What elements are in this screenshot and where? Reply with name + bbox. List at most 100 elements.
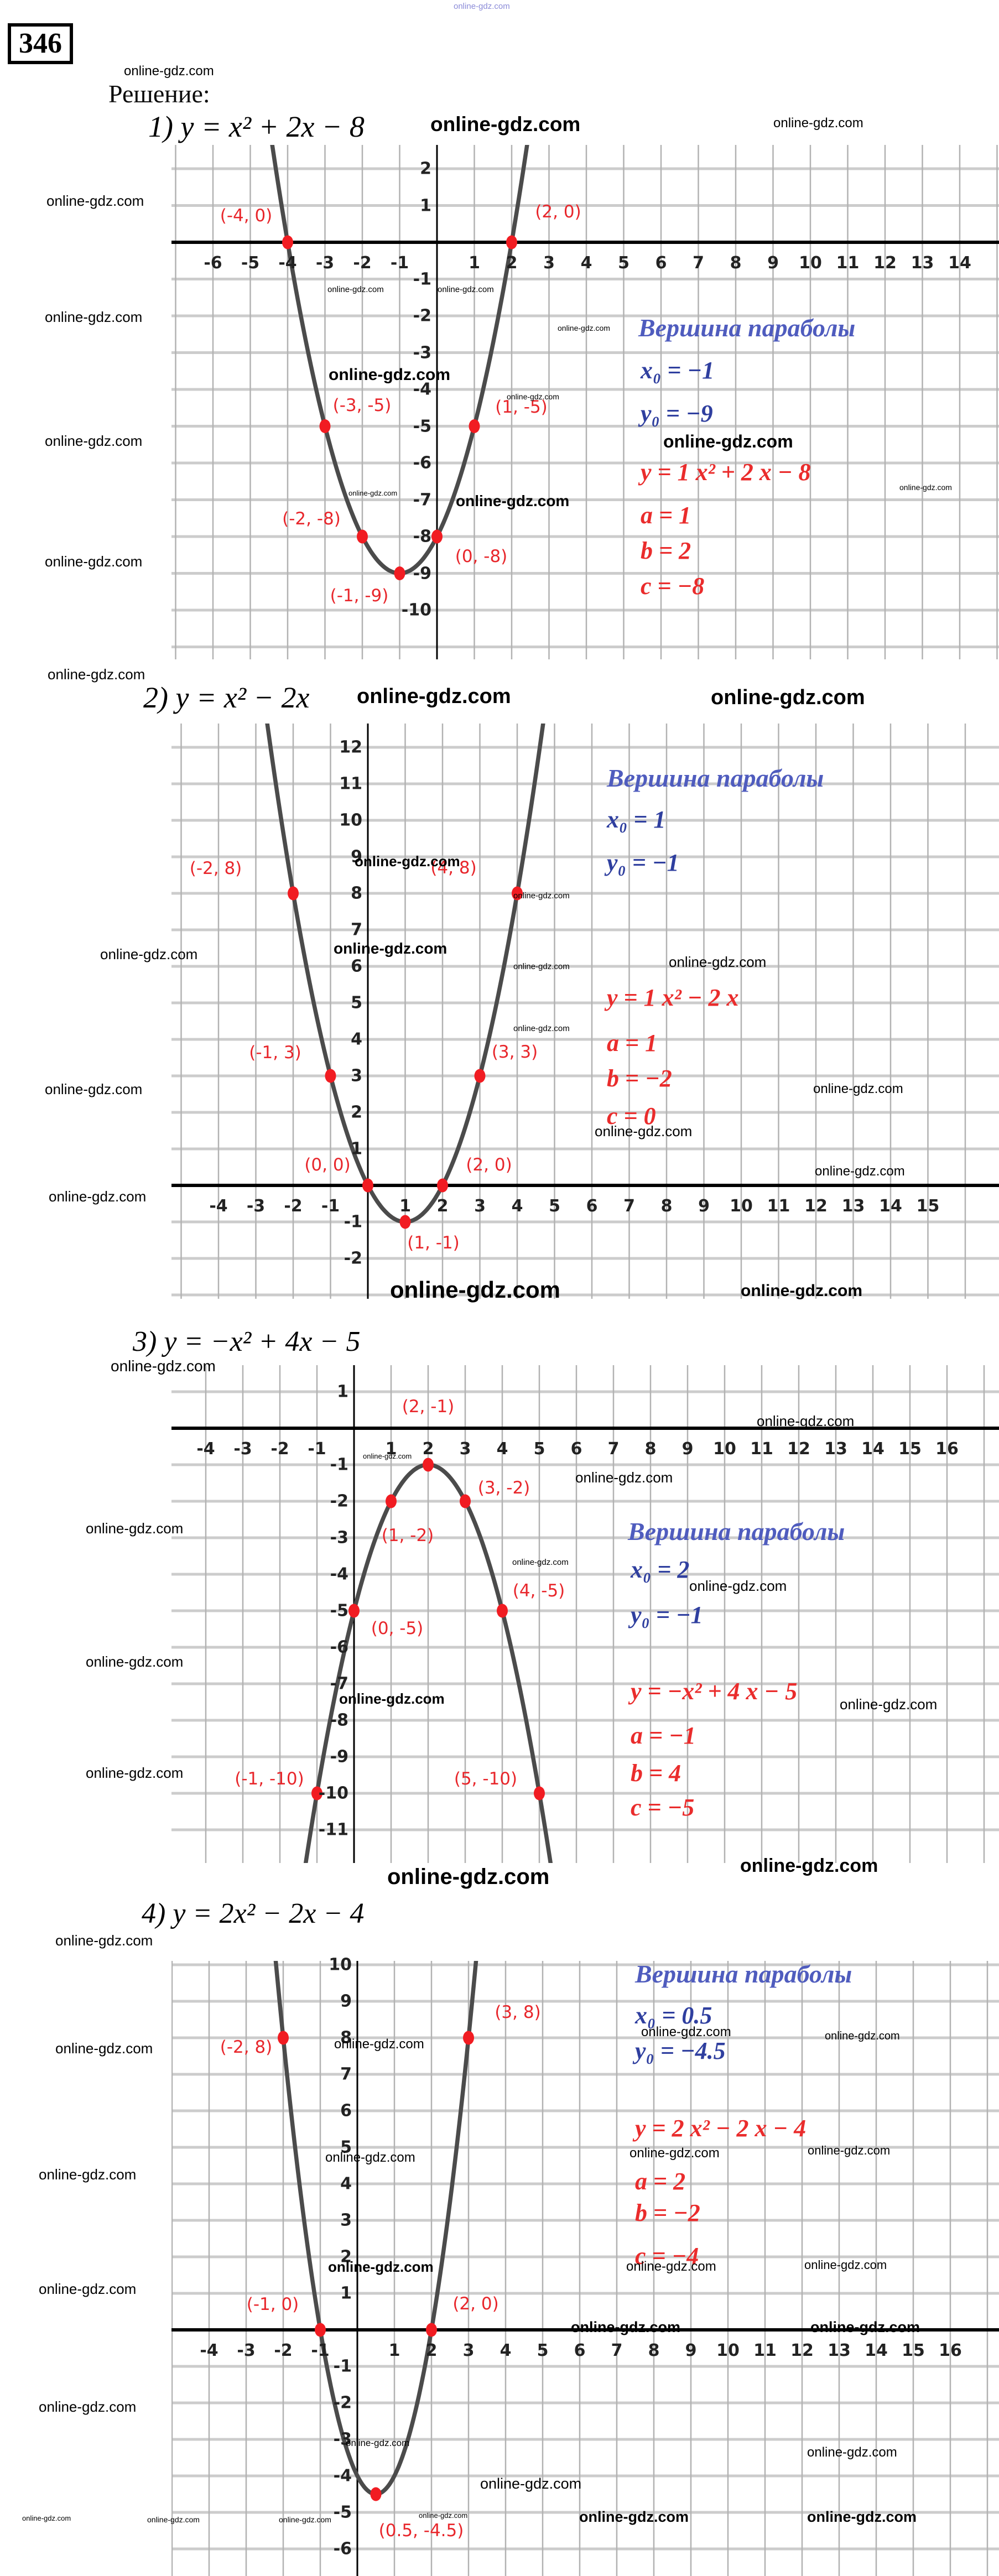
x-tick-label: 13 [841,1196,865,1216]
x-tick-label: 6 [574,2341,586,2360]
watermark: online-gdz.com [626,2259,716,2274]
watermark: online-gdz.com [355,853,460,870]
watermark: online-gdz.com [147,2515,200,2524]
watermark: online-gdz.com [39,2398,137,2415]
point-label: (1, -5) [495,397,548,417]
watermark: online-gdz.com [579,2509,689,2525]
y-tick-label: 3 [340,2210,352,2230]
watermark: online-gdz.com [773,116,863,131]
watermark: online-gdz.com [507,392,559,401]
vertex-info-row: c = −4 [635,2242,699,2270]
watermark: online-gdz.com [346,2438,410,2448]
y-tick-label: -8 [330,1710,348,1730]
watermark: online-gdz.com [595,1123,693,1139]
data-point [423,1458,434,1472]
y-tick-label: -1 [413,269,431,289]
watermark: online-gdz.com [740,1855,878,1876]
watermark: online-gdz.com [807,2509,917,2525]
vertex-info-row: b = 2 [641,537,691,564]
watermark: online-gdz.com [513,891,570,901]
data-point [278,2031,289,2045]
data-point [319,419,331,433]
point-label: (0, 0) [304,1155,351,1175]
vertex-info-row: c = −8 [641,573,705,600]
vertex-info-row: y₀ = −1 [607,849,679,876]
point-label: (-1, 3) [249,1043,301,1063]
y-tick-label: 1 [337,1382,348,1402]
data-point [362,1178,373,1193]
point-label: (-1, 0) [246,2294,299,2314]
point-label: (-2, 8) [220,2037,273,2057]
x-tick-label: 8 [648,2341,660,2360]
y-tick-label: -1 [330,1455,348,1475]
y-tick-label: 9 [351,847,362,867]
vertex-info-row: x₀ = 0.5 [635,2002,712,2029]
y-tick-label: 9 [340,1991,352,2011]
data-point [315,2323,326,2337]
x-tick-label: 6 [570,1439,582,1459]
x-tick-label: 5 [537,2341,549,2360]
y-tick-label: 5 [351,993,362,1013]
point-label: (1, -1) [407,1233,460,1253]
vertex-info-row: y = 2 x² − 2 x − 4 [635,2115,807,2142]
x-tick-label: 14 [861,1439,884,1459]
y-tick-label: -7 [413,490,431,509]
watermark: online-gdz.com [575,1469,673,1486]
x-tick-label: 11 [836,253,860,273]
watermark: online-gdz.com [86,1520,184,1537]
y-tick-label: -1 [344,1212,362,1232]
x-tick-label: 7 [693,253,704,273]
y-tick-label: -9 [330,1747,348,1767]
watermark: online-gdz.com [571,2319,680,2335]
x-tick-label: 12 [787,1439,810,1459]
x-tick-label: 11 [767,1196,790,1216]
problem-number-box: 346 [8,23,73,64]
y-tick-label: -3 [333,2429,352,2449]
x-tick-label: 10 [799,253,822,273]
y-tick-label: -2 [344,1248,362,1268]
watermark: online-gdz.com [454,2,510,11]
vertex-heading: Вершина параболы [628,1517,845,1545]
x-tick-label: 7 [607,1439,620,1459]
x-tick-label: 1 [385,1439,397,1459]
x-tick-label: 3 [543,253,555,273]
data-point [469,419,480,433]
x-tick-label: 10 [716,2341,740,2360]
watermark: online-gdz.com [689,1578,787,1594]
data-point [282,235,293,249]
y-tick-label: 3 [351,1066,362,1086]
x-tick-label: 2 [436,1196,449,1216]
watermark: online-gdz.com [45,1081,143,1097]
y-tick-label: 6 [340,2101,352,2121]
y-tick-label: 1 [340,2283,352,2303]
x-tick-label: 12 [804,1196,828,1216]
watermark: online-gdz.com [329,366,450,384]
y-tick-label: -6 [330,1637,348,1657]
data-point [394,566,405,580]
watermark: online-gdz.com [663,431,793,451]
watermark: online-gdz.com [757,1413,855,1429]
watermark: online-gdz.com [390,1277,560,1303]
watermark: online-gdz.com [339,1690,445,1707]
y-tick-label: 4 [351,1029,362,1049]
watermark: online-gdz.com [825,2030,900,2042]
watermark: online-gdz.com [815,1164,905,1179]
x-tick-label: 5 [549,1196,560,1216]
watermark: online-gdz.com [325,2150,415,2165]
data-point [460,1494,471,1508]
point-label: (3, 8) [495,2002,541,2022]
y-tick-label: -4 [333,2466,352,2486]
watermark: online-gdz.com [55,2040,153,2057]
watermark: online-gdz.com [512,1558,569,1567]
data-point [497,1604,508,1618]
y-tick-label: -5 [413,417,431,436]
watermark: online-gdz.com [328,2258,434,2275]
y-tick-label: -10 [401,600,431,620]
point-label: (0, -5) [371,1619,424,1638]
watermark: online-gdz.com [629,2146,720,2161]
y-tick-label: 11 [339,774,362,794]
x-tick-label: -2 [270,1439,289,1459]
x-tick-label: 2 [506,253,518,273]
point-label: (-1, -10) [235,1769,304,1789]
watermark: online-gdz.com [438,285,494,294]
